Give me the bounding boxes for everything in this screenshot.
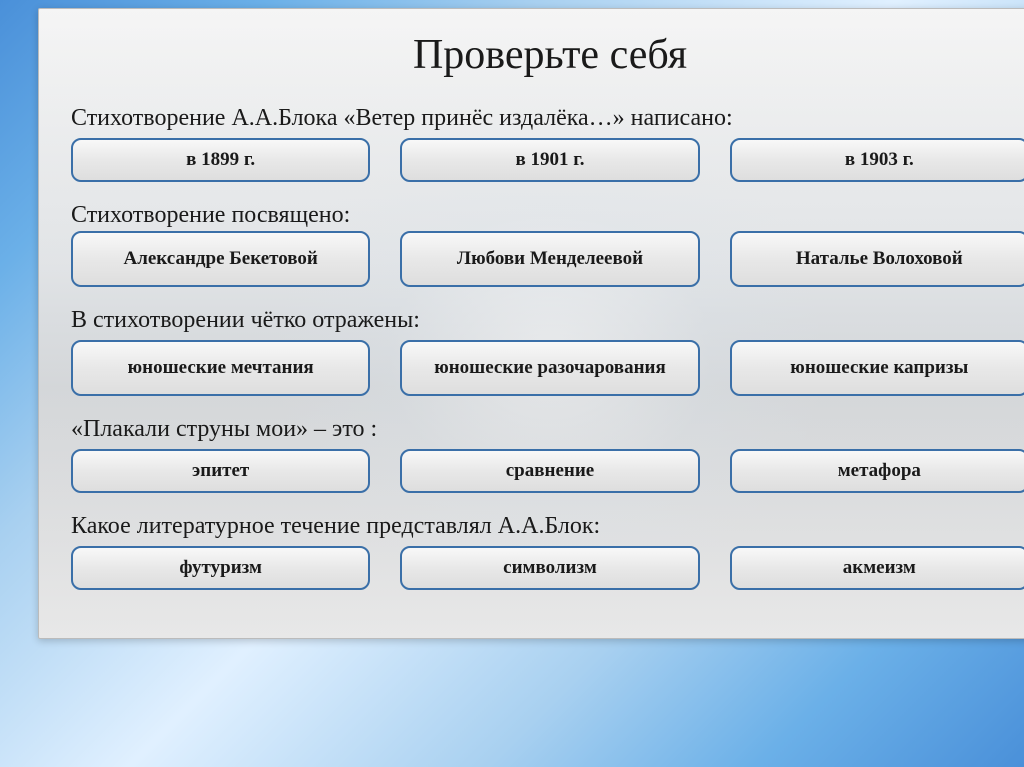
question-block-5: Какое литературное течение представлял А… [71,513,1024,590]
options-row: эпитет сравнение метафора [71,449,1024,493]
question-prompt: Стихотворение посвящено: [71,202,1024,229]
question-prompt: Стихотворение А.А.Блока «Ветер принёс из… [71,105,1024,132]
option-button[interactable]: в 1901 г. [400,138,699,182]
option-button[interactable]: эпитет [71,449,370,493]
options-row: в 1899 г. в 1901 г. в 1903 г. [71,138,1024,182]
option-button[interactable]: Любови Менделеевой [400,231,699,287]
slide-title: Проверьте себя [71,31,1024,79]
option-button[interactable]: в 1903 г. [730,138,1024,182]
option-button[interactable]: юношеские разочарования [400,340,699,396]
question-block-4: «Плакали струны мои» – это : эпитет срав… [71,416,1024,493]
option-button[interactable]: акмеизм [730,546,1024,590]
question-prompt: «Плакали струны мои» – это : [71,416,1024,443]
option-button[interactable]: юношеские мечтания [71,340,370,396]
option-button[interactable]: юношеские капризы [730,340,1024,396]
question-prompt: Какое литературное течение представлял А… [71,513,1024,540]
slide-content: Проверьте себя Стихотворение А.А.Блока «… [71,31,1024,590]
option-button[interactable]: в 1899 г. [71,138,370,182]
options-row: юношеские мечтания юношеские разочарован… [71,340,1024,396]
option-button[interactable]: Наталье Волоховой [730,231,1024,287]
option-button[interactable]: символизм [400,546,699,590]
slide-container: Проверьте себя Стихотворение А.А.Блока «… [38,8,1024,639]
question-block-1: Стихотворение А.А.Блока «Ветер принёс из… [71,105,1024,182]
option-button[interactable]: футуризм [71,546,370,590]
options-row: футуризм символизм акмеизм [71,546,1024,590]
option-button[interactable]: метафора [730,449,1024,493]
question-block-2: Стихотворение посвящено: Александре Беке… [71,202,1024,287]
question-prompt: В стихотворении чётко отражены: [71,307,1024,334]
question-block-3: В стихотворении чётко отражены: юношески… [71,307,1024,396]
option-button[interactable]: сравнение [400,449,699,493]
option-button[interactable]: Александре Бекетовой [71,231,370,287]
options-row: Александре Бекетовой Любови Менделеевой … [71,231,1024,287]
